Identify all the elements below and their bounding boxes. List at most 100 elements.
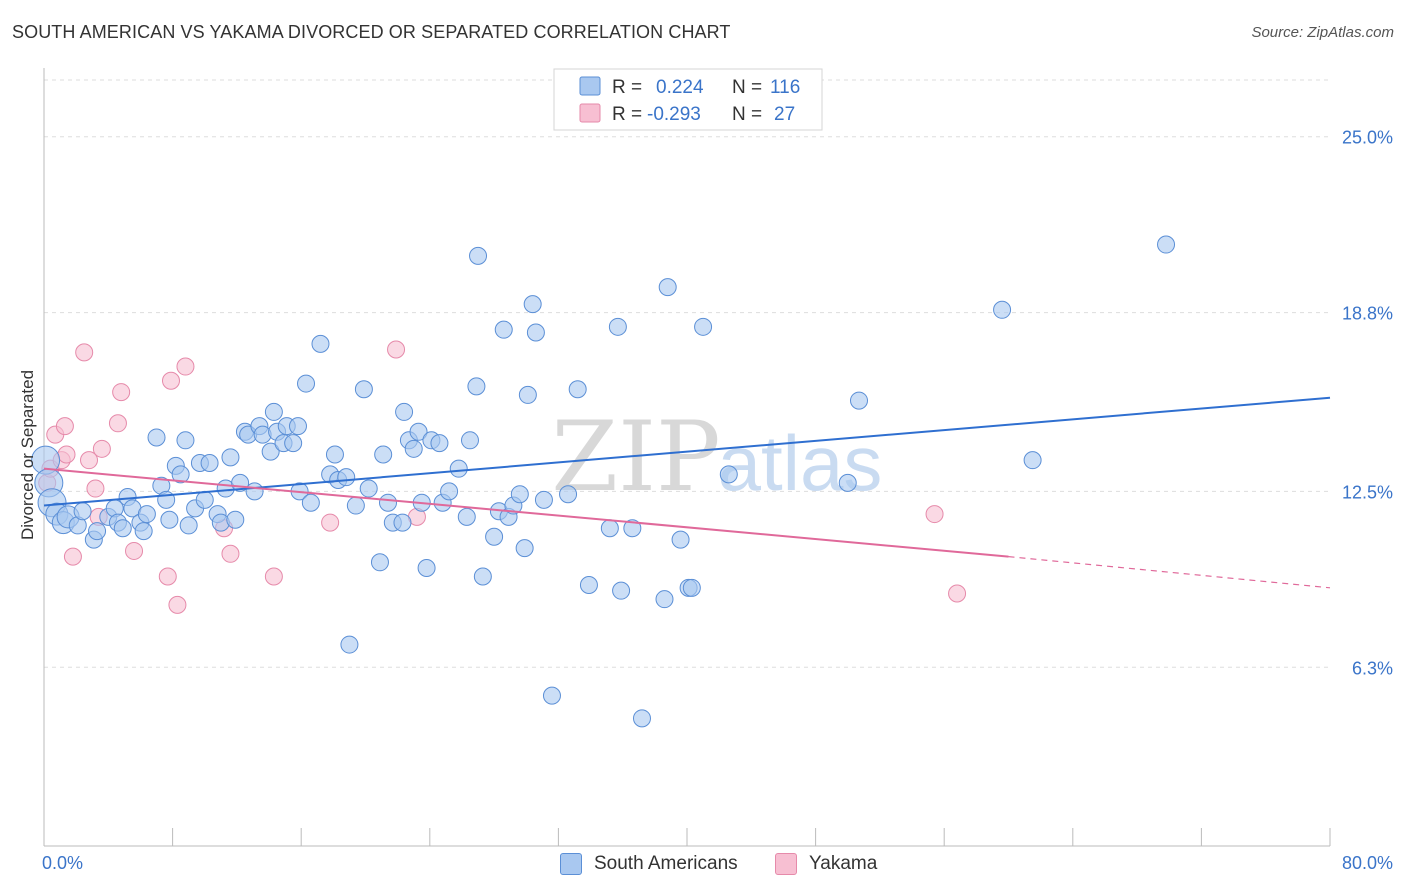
x-tick-label-min: 0.0% [42,853,83,873]
watermark-zip: ZIP [551,401,720,513]
stats-r-value-0: 0.224 [656,77,704,98]
south-americans-point-90 [523,295,542,314]
stats-r-label-1: R = [612,104,642,125]
south-americans-point-75 [440,482,459,501]
south-americans-point-73 [430,434,449,453]
south-americans-point-109 [838,473,857,492]
south-americans-point-61 [370,553,389,572]
south-americans-point-104 [671,530,690,549]
yakama-point-5 [57,445,76,464]
south-americans-point-79 [467,377,486,396]
yakama-point-17 [168,595,187,614]
south-americans-point-54 [325,445,344,464]
south-americans-point-91 [526,323,545,342]
south-americans-point-42 [261,442,280,461]
yakama-point-14 [125,541,144,560]
south-americans-point-113 [1157,235,1176,254]
south-americans-point-58 [346,496,365,515]
y-tick-label-3: 25.0% [1342,128,1393,148]
yakama-point-7 [75,343,94,362]
south-americans-point-59 [354,380,373,399]
yakama-point-15 [158,567,177,586]
south-americans-point-69 [409,422,428,441]
south-americans-point-82 [485,527,504,546]
stats-legend: R = 0.224 N = 116 R = -0.293 N = 27 [553,68,823,131]
watermark: ZIP atlas [551,401,882,513]
south-americans-point-63 [379,493,398,512]
south-americans-point-68 [404,439,423,458]
legend-label-south-americans: South Americans [594,853,738,874]
south-americans-point-51 [301,493,320,512]
south-americans-point-80 [469,246,488,265]
yakama-point-11 [92,439,111,458]
south-americans-point-60 [359,479,378,498]
stats-r-label-0: R = [612,77,642,98]
yakama-point-4 [55,417,74,436]
legend-swatch-yakama [775,853,797,875]
south-americans-point-19 [147,428,166,447]
south-americans-point-7 [73,502,92,521]
south-americans-point-56 [337,468,356,487]
south-americans-point-43 [264,402,283,421]
south-americans-point-18 [137,505,156,524]
south-americans-point-35 [226,510,245,529]
y-tick-label-1: 12.5% [1342,482,1393,502]
legend-item-south-americans: South Americans [560,853,738,875]
south-americans-point-65 [393,513,412,532]
south-americans-point-108 [719,465,738,484]
south-americans-point-34 [221,448,240,467]
south-americans-point-50 [297,374,316,393]
south-americans-point-47 [284,434,303,453]
south-americans-point-101 [632,709,651,728]
yakama-point-8 [80,451,99,470]
stats-n-value-0: 116 [770,77,800,98]
south-americans-point-25 [176,431,195,450]
legend-label-yakama: Yakama [809,853,878,874]
south-americans-point-92 [534,490,553,509]
yakama-point-12 [108,414,127,433]
south-americans-point-29 [195,490,214,509]
yakama-point-21 [264,567,283,586]
south-americans-point-87 [510,485,529,504]
legend-swatch-south-americans [560,853,582,875]
yakama-point-6 [63,547,82,566]
south-americans-points [31,235,1176,728]
south-americans-point-102 [655,590,674,609]
yakama-point-25 [925,505,944,524]
yakama-point-16 [161,371,180,390]
south-americans-point-71 [417,558,436,577]
yakama-point-22 [321,513,340,532]
y-axis-label: Divorced or Separated [18,370,37,540]
south-americans-point-97 [600,519,619,538]
south-americans-point-81 [473,567,492,586]
south-americans-point-100 [623,519,642,538]
south-americans-point-17 [134,522,153,541]
south-americans-point-84 [494,320,513,339]
south-americans-point-66 [395,402,414,421]
south-americans-point-112 [1023,451,1042,470]
south-americans-point-94 [559,485,578,504]
stats-n-value-1: 27 [774,104,795,125]
trend-lines [43,396,1331,589]
south-americans-point-110 [850,391,869,410]
tick-labels: 6.3% 12.5% 18.8% 25.0% 0.0% 80.0% [42,128,1393,873]
south-americans-point-24 [171,465,190,484]
watermark-atlas: atlas [718,419,883,507]
y-tick-label-0: 6.3% [1352,658,1393,678]
yakama-trend-line [43,467,1009,558]
south-americans-point-106 [682,578,701,597]
south-americans-point-26 [179,516,198,535]
south-americans-point-39 [245,482,264,501]
south-americans-point-88 [515,539,534,558]
south-americans-point-95 [568,380,587,399]
south-americans-point-48 [288,417,307,436]
south-americans-point-77 [457,507,476,526]
yakama-point-18 [176,357,195,376]
yakama-point-26 [948,584,967,603]
x-tick-label-max: 80.0% [1342,853,1393,873]
south-americans-point-99 [612,581,631,600]
south-americans-point-103 [658,278,677,297]
south-americans-point-89 [518,385,537,404]
south-americans-point-107 [694,317,713,336]
